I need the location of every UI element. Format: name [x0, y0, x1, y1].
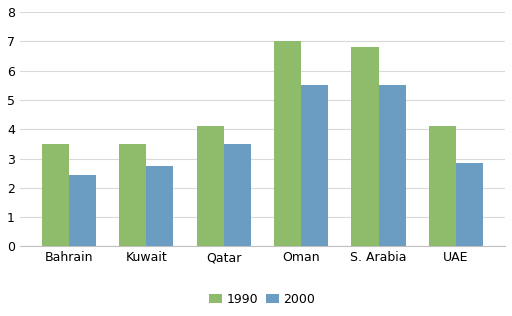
Bar [456, 163, 483, 246]
Bar [351, 47, 378, 246]
Bar [69, 175, 96, 246]
Bar [224, 144, 251, 246]
Bar [119, 144, 146, 246]
Bar [378, 85, 406, 246]
Bar [146, 166, 174, 246]
Bar [197, 126, 224, 246]
Bar [274, 41, 301, 246]
Bar [42, 144, 69, 246]
Bar [301, 85, 328, 246]
Legend: 1990, 2000: 1990, 2000 [204, 288, 321, 311]
Bar [429, 126, 456, 246]
